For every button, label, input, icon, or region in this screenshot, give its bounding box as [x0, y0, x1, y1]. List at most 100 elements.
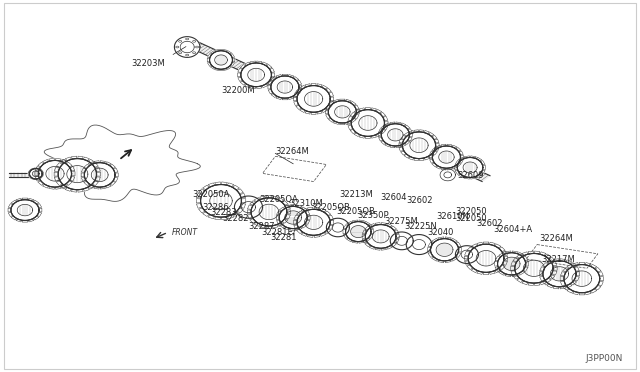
Polygon shape: [585, 263, 591, 266]
Polygon shape: [499, 271, 505, 275]
Polygon shape: [250, 61, 255, 64]
Polygon shape: [600, 277, 604, 281]
Polygon shape: [28, 219, 34, 222]
Polygon shape: [244, 84, 250, 88]
Polygon shape: [301, 224, 307, 228]
Polygon shape: [525, 262, 529, 266]
Polygon shape: [495, 267, 500, 272]
Polygon shape: [305, 220, 310, 224]
Text: 32205QB: 32205QB: [312, 203, 351, 212]
Polygon shape: [438, 260, 444, 263]
Polygon shape: [350, 112, 356, 116]
Polygon shape: [513, 275, 519, 279]
Polygon shape: [352, 241, 358, 243]
Polygon shape: [376, 109, 382, 113]
Polygon shape: [401, 144, 406, 147]
Polygon shape: [38, 162, 44, 167]
Polygon shape: [351, 102, 356, 105]
Polygon shape: [574, 276, 579, 281]
Text: 32310M: 32310M: [289, 199, 323, 208]
Text: 32609: 32609: [458, 171, 484, 180]
Polygon shape: [272, 225, 278, 228]
Polygon shape: [540, 252, 546, 256]
Polygon shape: [362, 234, 365, 238]
Polygon shape: [92, 181, 99, 186]
Polygon shape: [348, 125, 353, 129]
Polygon shape: [196, 193, 202, 198]
Polygon shape: [31, 178, 35, 180]
Polygon shape: [548, 257, 555, 262]
Polygon shape: [354, 133, 360, 137]
Polygon shape: [567, 264, 573, 268]
Polygon shape: [458, 157, 483, 177]
Polygon shape: [483, 272, 489, 275]
Polygon shape: [221, 68, 227, 71]
Polygon shape: [573, 291, 579, 295]
Polygon shape: [428, 154, 434, 158]
Text: 32602: 32602: [406, 196, 433, 205]
Polygon shape: [429, 160, 434, 163]
Polygon shape: [515, 253, 553, 283]
Polygon shape: [553, 286, 559, 289]
Polygon shape: [351, 118, 356, 122]
Polygon shape: [365, 243, 371, 247]
Polygon shape: [268, 90, 273, 94]
Polygon shape: [390, 122, 395, 124]
Polygon shape: [379, 129, 383, 132]
Polygon shape: [276, 96, 282, 100]
Polygon shape: [260, 196, 266, 199]
Polygon shape: [369, 234, 373, 238]
Polygon shape: [227, 183, 234, 187]
Polygon shape: [115, 173, 118, 177]
Polygon shape: [198, 189, 205, 194]
Polygon shape: [276, 220, 281, 224]
Polygon shape: [106, 185, 111, 188]
Polygon shape: [458, 157, 464, 161]
Polygon shape: [511, 266, 515, 270]
Polygon shape: [37, 212, 42, 217]
Polygon shape: [70, 177, 75, 181]
Polygon shape: [37, 204, 42, 208]
Polygon shape: [497, 253, 525, 275]
Polygon shape: [441, 168, 446, 170]
Polygon shape: [432, 151, 437, 155]
Polygon shape: [294, 215, 299, 219]
Polygon shape: [359, 108, 365, 111]
Polygon shape: [399, 148, 404, 151]
Polygon shape: [381, 124, 410, 146]
Polygon shape: [238, 68, 243, 72]
Polygon shape: [241, 63, 271, 87]
Polygon shape: [22, 198, 28, 200]
Polygon shape: [95, 177, 100, 181]
Polygon shape: [238, 77, 243, 81]
Polygon shape: [347, 238, 352, 242]
Polygon shape: [294, 102, 299, 106]
Polygon shape: [528, 283, 533, 286]
Polygon shape: [207, 54, 212, 58]
Polygon shape: [294, 92, 299, 96]
Polygon shape: [100, 186, 106, 189]
Polygon shape: [534, 251, 540, 254]
Polygon shape: [260, 225, 266, 228]
Polygon shape: [518, 271, 525, 275]
Polygon shape: [585, 291, 591, 295]
Polygon shape: [291, 228, 296, 230]
Polygon shape: [106, 162, 111, 165]
Polygon shape: [456, 147, 461, 151]
Polygon shape: [251, 198, 287, 226]
Text: 32610N: 32610N: [436, 212, 469, 221]
Polygon shape: [257, 86, 262, 89]
Polygon shape: [347, 221, 352, 225]
Polygon shape: [362, 239, 367, 243]
Polygon shape: [456, 246, 478, 263]
Polygon shape: [65, 157, 72, 161]
Polygon shape: [394, 230, 399, 234]
Polygon shape: [436, 166, 441, 169]
Polygon shape: [455, 166, 458, 170]
Polygon shape: [237, 73, 241, 77]
Polygon shape: [561, 281, 566, 286]
Polygon shape: [209, 51, 232, 69]
Polygon shape: [545, 254, 551, 258]
Polygon shape: [307, 235, 313, 237]
Text: 32281E/: 32281E/: [261, 227, 296, 237]
